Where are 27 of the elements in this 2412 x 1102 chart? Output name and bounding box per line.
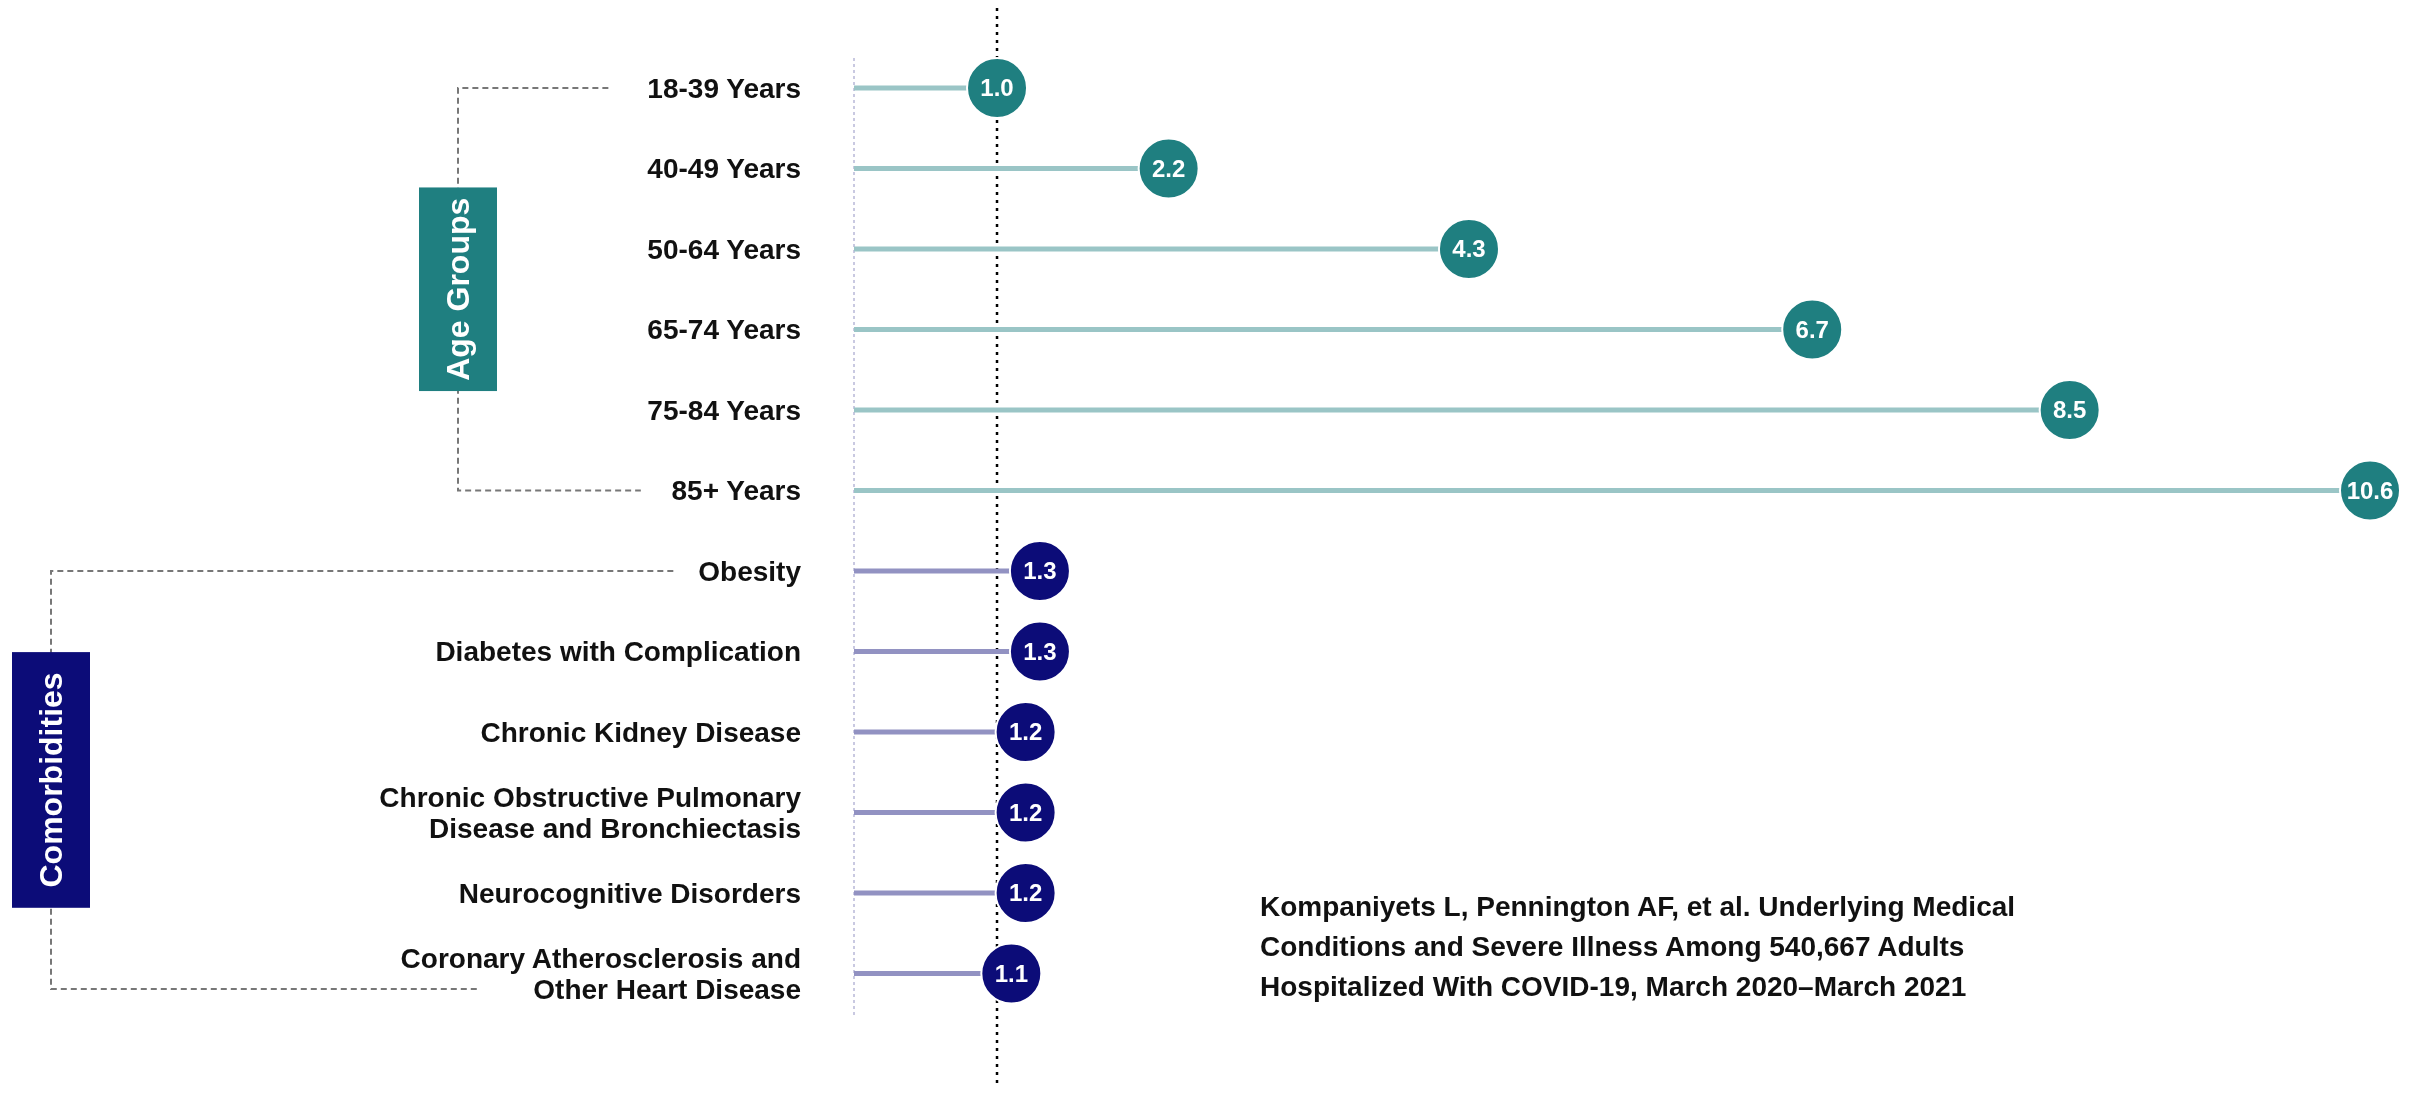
y-tick-label: Chronic Kidney Disease xyxy=(480,716,801,748)
y-tick-label: 85+ Years xyxy=(671,475,801,507)
text: Age Groups xyxy=(440,197,477,381)
y-tick-label: Chronic Obstructive Pulmonary Disease and Bronchiectasis xyxy=(379,781,802,844)
y-tick-label: Obesity xyxy=(698,555,802,587)
data-label: 1.1 xyxy=(994,959,1029,987)
y-tick-label: Diabetes with Complication xyxy=(435,636,801,668)
data-label: 1.2 xyxy=(1008,798,1043,826)
data-label: 4.3 xyxy=(1452,235,1486,263)
y-tick-label: Coronary Atherosclerosis and Other Heart Disease xyxy=(400,942,801,1005)
y-tick-label: 50-64 Years xyxy=(647,233,801,265)
y-tick-label: 18-39 Years xyxy=(647,72,801,104)
y-tick-label: 75-84 Years xyxy=(647,394,801,426)
data-label: 1.2 xyxy=(1008,879,1043,907)
data-label: 1.2 xyxy=(1008,718,1043,746)
annotation: Kompaniyets L, Pennington AF, et al. Underlying Medical Conditions and Severe Illness Among 540,667 Adults Hospitalized With COVID-19, March 2020–March 2021 xyxy=(1260,891,2016,1002)
data-label: 1.0 xyxy=(980,74,1014,102)
data-label: 1.3 xyxy=(1023,557,1057,585)
y-tick-label: 40-49 Years xyxy=(647,153,801,185)
data-label: 2.2 xyxy=(1151,154,1186,182)
y-tick-label: 65-74 Years xyxy=(647,314,801,346)
data-label: 10.6 xyxy=(2346,476,2394,504)
y-tick-label: Neurocognitive Disorders xyxy=(458,877,801,909)
data-label: 6.7 xyxy=(1795,315,1829,343)
text: Comorbidities xyxy=(33,672,70,888)
data-label: 8.5 xyxy=(2052,396,2087,424)
data-label: 1.3 xyxy=(1023,637,1057,665)
